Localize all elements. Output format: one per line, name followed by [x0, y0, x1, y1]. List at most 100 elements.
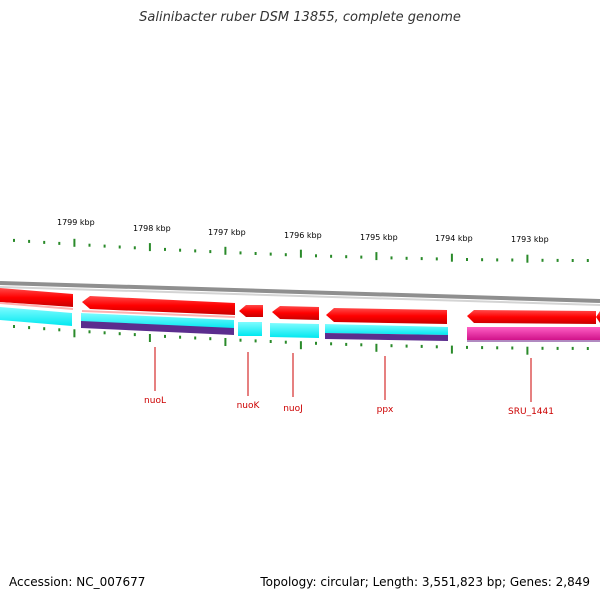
minor-tick [345, 255, 348, 259]
cds-block-2[interactable] [81, 321, 234, 335]
minor-tick [541, 258, 544, 262]
minor-tick [118, 332, 121, 336]
scale-label-1797: 1797 kbp [208, 228, 246, 237]
minor-tick [103, 331, 106, 335]
cds-block[interactable] [270, 323, 319, 338]
major-tick [148, 334, 151, 342]
gene-label-nuoL[interactable]: nuoL [144, 396, 166, 406]
cds-block[interactable] [81, 313, 234, 329]
minor-tick [511, 258, 514, 262]
rna-block[interactable] [467, 327, 600, 340]
minor-tick [360, 343, 363, 347]
minor-tick [496, 346, 499, 350]
gene-arrow-SRU_1441[interactable] [467, 310, 596, 324]
minor-tick [420, 257, 423, 261]
gene-arrow-ppx[interactable] [326, 308, 447, 324]
major-tick [299, 249, 302, 258]
major-tick [299, 341, 302, 350]
major-tick [526, 254, 529, 263]
gene-arrow-edge[interactable] [596, 311, 600, 323]
minor-tick [315, 341, 317, 345]
minor-tick [405, 256, 408, 260]
cds-track [0, 307, 448, 338]
accession-label: Accession: NC_007677 [9, 575, 146, 589]
minor-tick [390, 344, 393, 348]
major-tick [526, 346, 529, 355]
gene-arrow-nuoK[interactable] [239, 305, 263, 317]
minor-tick [43, 240, 46, 244]
minor-tick [586, 259, 589, 262]
scale-labels: 1799 kbp 1798 kbp 1797 kbp 1796 kbp 1795… [57, 218, 549, 244]
minor-tick [496, 258, 499, 262]
genome-backbone [0, 281, 600, 303]
cds-track-2 [81, 321, 448, 341]
major-tick [450, 253, 453, 262]
gene-label-SRU_1441[interactable]: SRU_1441 [508, 407, 554, 417]
cds-block[interactable] [0, 307, 72, 326]
gene-label-ppx[interactable]: ppx [377, 405, 394, 415]
minor-tick [466, 345, 468, 349]
gene-label-nuoJ[interactable]: nuoJ [283, 404, 303, 414]
minor-tick [556, 346, 559, 350]
major-tick [73, 238, 76, 247]
minor-tick [541, 346, 544, 350]
minor-tick [88, 330, 91, 334]
minor-tick [420, 344, 423, 348]
major-tick [73, 329, 76, 338]
minor-tick [58, 328, 61, 332]
minor-tick [466, 258, 468, 261]
scale-label-1794: 1794 kbp [435, 234, 473, 243]
gene-label-nuoK[interactable]: nuoK [237, 401, 261, 411]
scale-label-1798: 1798 kbp [133, 224, 171, 233]
minor-tick [43, 327, 46, 331]
minor-tick [571, 259, 574, 262]
minor-tick [556, 258, 559, 262]
minor-tick [390, 256, 393, 260]
major-tick [148, 243, 151, 252]
minor-tick [194, 249, 197, 253]
minor-tick [179, 335, 182, 339]
scale-label-1795: 1795 kbp [360, 233, 398, 242]
scale-label-1796: 1796 kbp [284, 231, 322, 240]
major-tick [224, 246, 227, 255]
rna-track [467, 327, 600, 342]
cds-block[interactable] [325, 324, 448, 335]
minor-tick [360, 255, 363, 259]
minor-tick [28, 326, 31, 330]
forward-gene-track [0, 288, 600, 324]
gene-arrow-nuoJ[interactable] [272, 306, 319, 320]
cds-block[interactable] [238, 322, 262, 336]
minor-tick [315, 254, 317, 258]
minor-tick [194, 336, 197, 340]
minor-tick [330, 254, 333, 258]
minor-tick [284, 253, 287, 257]
minor-tick [13, 238, 15, 242]
minor-tick [164, 247, 166, 251]
major-tick [375, 252, 378, 261]
minor-tick [133, 246, 136, 250]
gene-arrow[interactable] [0, 288, 73, 307]
minor-tick [405, 344, 408, 348]
minor-tick [118, 245, 121, 249]
scale-ticks-lower [13, 325, 589, 355]
minor-tick [28, 239, 31, 243]
minor-tick [571, 346, 574, 350]
cds-block-2[interactable] [325, 333, 448, 341]
minor-tick [330, 342, 333, 346]
minor-tick [13, 325, 15, 328]
minor-tick [269, 340, 272, 343]
minor-tick [345, 342, 348, 346]
minor-tick [164, 334, 166, 338]
minor-tick [58, 241, 61, 245]
gene-label-leaders [154, 347, 532, 402]
gene-arrow-nuoL[interactable] [82, 296, 235, 315]
major-tick [450, 345, 453, 354]
minor-tick [586, 347, 589, 350]
scale-label-1799: 1799 kbp [57, 218, 95, 227]
minor-tick [209, 250, 212, 254]
minor-tick [435, 257, 438, 261]
minor-tick [481, 258, 484, 262]
genome-summary: Topology: circular; Length: 3,551,823 bp… [260, 575, 590, 589]
major-tick [224, 338, 227, 346]
scale-ticks-upper [13, 238, 589, 263]
